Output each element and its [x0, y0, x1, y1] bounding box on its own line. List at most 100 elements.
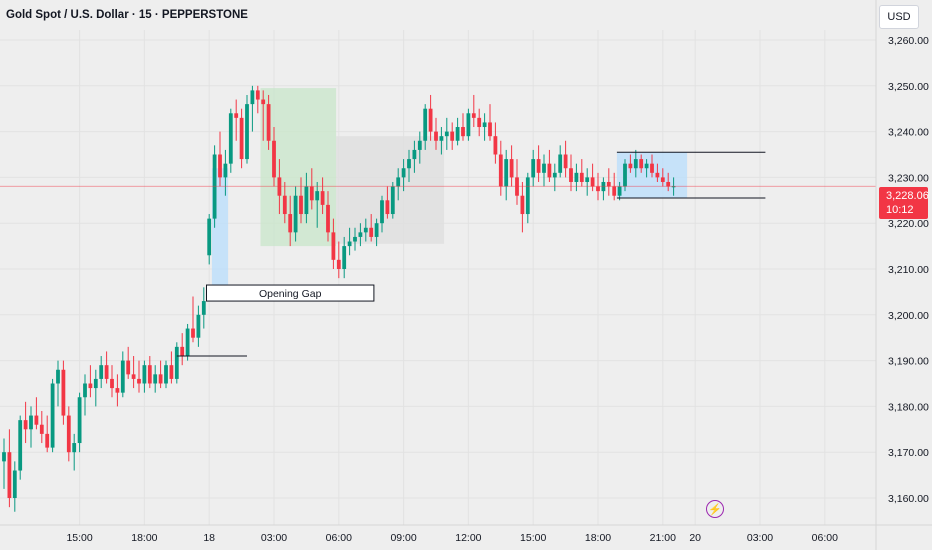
candle-body-down [471, 113, 476, 118]
candle-body-up [671, 186, 676, 188]
candle-body-down [434, 131, 438, 141]
candle-body-down [579, 172, 584, 182]
grid [0, 30, 876, 525]
candle-body-down [234, 113, 239, 118]
candle-body-up [407, 159, 411, 169]
x-tick-label: 20 [689, 532, 701, 544]
candle-body-down [498, 154, 503, 187]
annotations: Opening Gap [0, 151, 876, 357]
opening-gap-label: Opening Gap [259, 288, 322, 300]
candle-body-down [299, 195, 303, 215]
y-tick-label: 3,200.00 [888, 310, 929, 322]
candle-body-down [282, 195, 287, 215]
x-tick-label: 06:00 [812, 532, 838, 544]
candle-body-up [466, 113, 471, 137]
candle-body-down [569, 168, 573, 182]
candle-body-down [612, 186, 617, 196]
candle-body-up [250, 90, 255, 105]
candle-body-down [590, 177, 595, 187]
candle-body-down [309, 186, 314, 201]
candle-body-up [417, 140, 422, 150]
candle-body-down [66, 415, 71, 453]
candle-body-down [461, 127, 465, 137]
candle-body-down [536, 159, 541, 173]
candle-body-down [326, 204, 330, 233]
x-tick-label: 03:00 [261, 532, 287, 544]
candle-body-down [655, 172, 660, 178]
candle-body-up [617, 186, 622, 196]
candle-body-up [304, 186, 309, 215]
candle-body-down [7, 452, 12, 498]
candle-body-down [596, 186, 600, 192]
candle-body-up [12, 470, 17, 498]
x-tick-label: 21:00 [650, 532, 676, 544]
candle-body-down [336, 259, 341, 269]
candle-body-down [39, 424, 44, 434]
candles [2, 85, 676, 512]
candle-body-up [644, 163, 649, 169]
current-price-value: 3,228.06 [886, 190, 929, 202]
candle-body-down [666, 181, 671, 187]
candle-body-up [77, 397, 82, 444]
candle-body-up [525, 177, 530, 215]
y-tick-label: 3,160.00 [888, 493, 929, 505]
candle-body-down [547, 163, 552, 178]
candle-body-down [261, 99, 266, 105]
candle-body-up [390, 186, 395, 215]
premium-gray-zone [336, 136, 445, 244]
candle-body-down [126, 360, 131, 375]
candle-body-down [650, 163, 654, 173]
candle-body-down [255, 90, 260, 100]
candle-body-down [147, 365, 152, 384]
x-tick-label: 18:00 [585, 532, 611, 544]
y-tick-label: 3,260.00 [888, 35, 929, 47]
x-tick-label: 18 [203, 532, 215, 544]
candle-body-down [104, 365, 109, 379]
candle-body-down [131, 374, 136, 379]
current-price-badge: 3,228.06 10:12 [879, 187, 929, 219]
candle-body-down [660, 177, 665, 182]
candle-body-down [385, 200, 390, 215]
candle-body-down [61, 369, 66, 416]
candle-body-down [88, 383, 93, 389]
candle-body-up [482, 122, 487, 128]
candle-body-down [266, 104, 271, 141]
candle-body-up [558, 154, 563, 173]
y-tick-label: 3,170.00 [888, 447, 929, 459]
candle-body-down [45, 433, 50, 448]
candle-body-down [110, 378, 114, 389]
candle-body-up [228, 113, 233, 164]
candle-body-up [315, 191, 320, 201]
candle-body-up [2, 452, 6, 462]
candle-body-down [34, 415, 39, 425]
candle-body-up [120, 360, 125, 393]
candle-body-up [396, 177, 401, 187]
candle-body-up [423, 108, 428, 141]
candle-body-up [207, 218, 212, 256]
candle-body-up [99, 365, 104, 379]
x-tick-label: 15:00 [520, 532, 546, 544]
x-tick-label: 03:00 [747, 532, 773, 544]
candle-body-down [606, 181, 611, 187]
opening-gap-box [206, 284, 375, 302]
candle-body-down [169, 365, 174, 379]
candle-body-up [72, 443, 77, 453]
candle-body-down [272, 140, 276, 178]
lightning-icon[interactable]: ⚡ [706, 500, 724, 518]
candle-body-up [401, 168, 406, 178]
candle-body-up [50, 383, 55, 448]
retrace-green-zone [260, 88, 337, 247]
x-tick-label: 06:00 [326, 532, 352, 544]
candle-body-down [428, 108, 433, 132]
candle-body-up [196, 314, 201, 338]
candle-body-down [477, 117, 482, 128]
candle-body-down [115, 388, 120, 393]
candle-body-down [331, 232, 336, 260]
candle-body-up [552, 172, 557, 178]
candle-body-down [288, 214, 293, 233]
currency-button[interactable]: USD [879, 5, 919, 29]
candle-body-up [363, 227, 368, 233]
candle-body-up [93, 378, 98, 389]
